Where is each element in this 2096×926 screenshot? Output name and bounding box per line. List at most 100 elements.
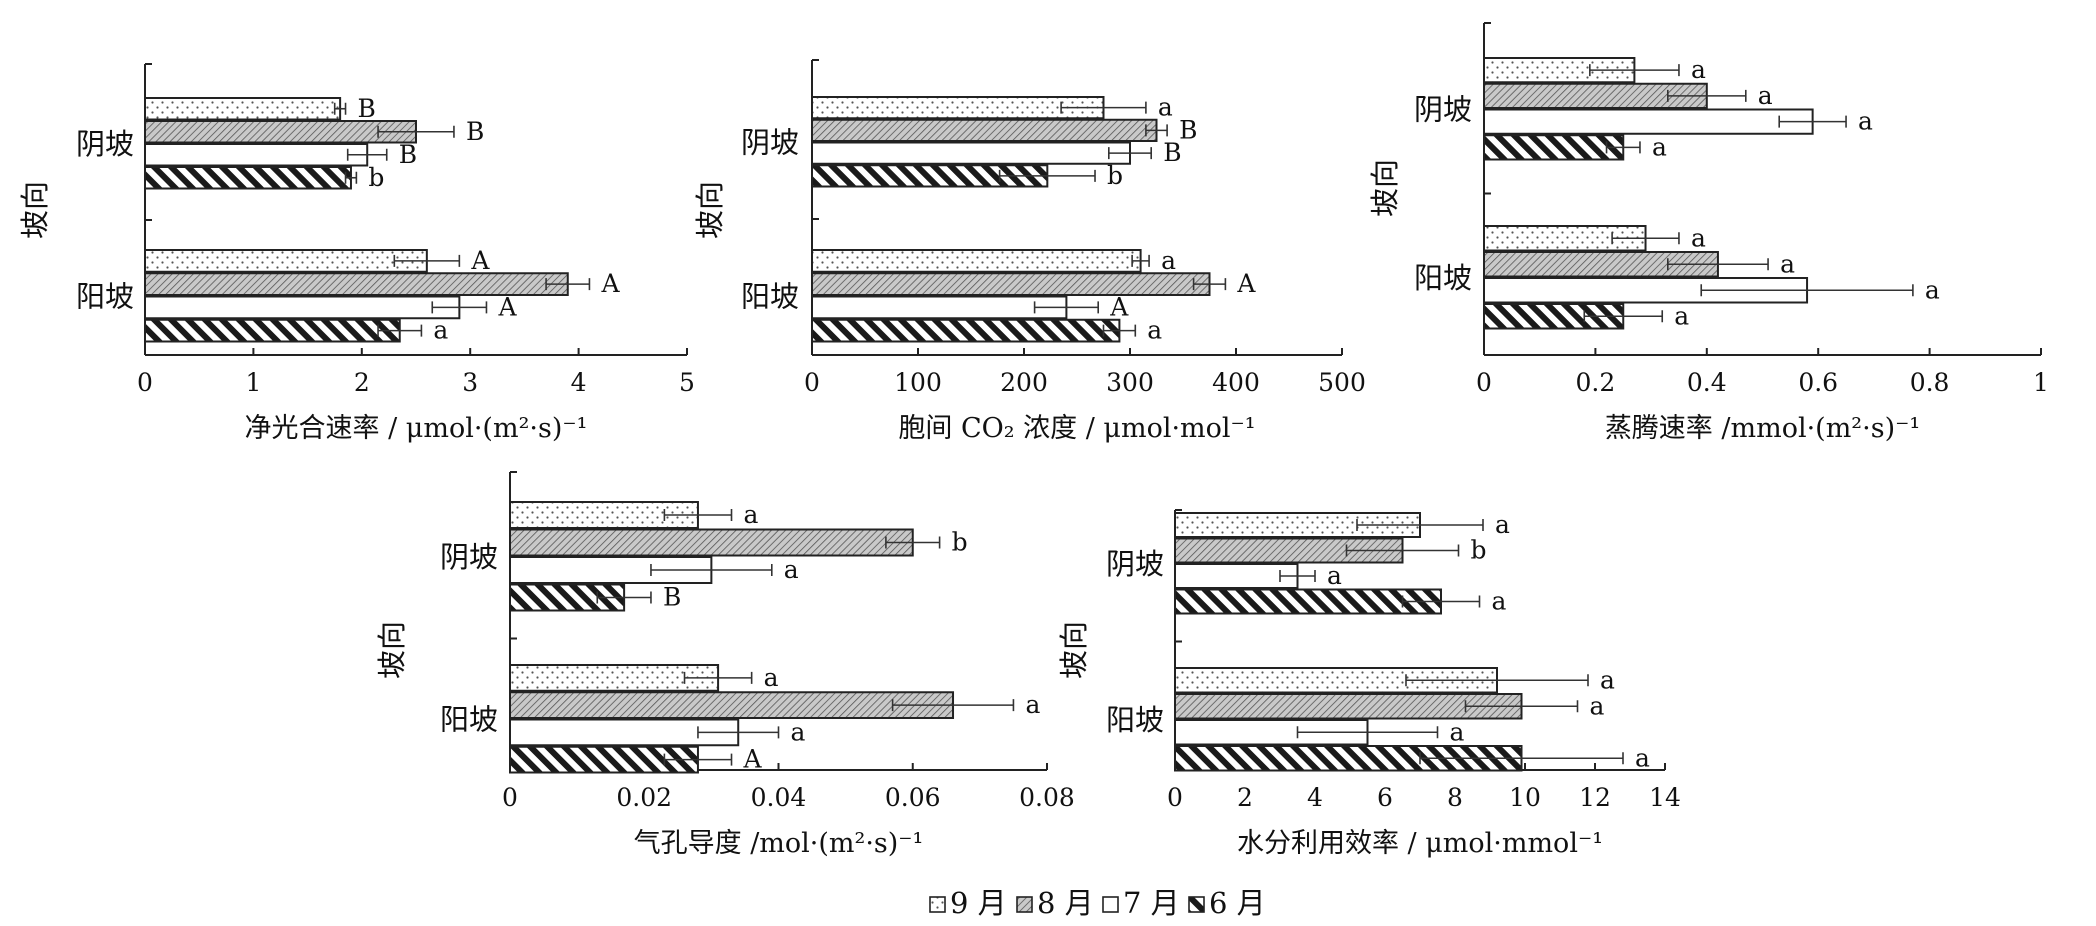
y-axis-label: 坡向 bbox=[1057, 621, 1091, 679]
x-tick-label: 4 bbox=[571, 368, 587, 397]
x-tick-label: 0.06 bbox=[885, 783, 941, 812]
significance-label: a bbox=[1691, 55, 1706, 84]
significance-label: B bbox=[1179, 115, 1197, 144]
significance-label: B bbox=[466, 117, 484, 146]
significance-label: b bbox=[1471, 536, 1487, 565]
significance-label: a bbox=[791, 717, 806, 746]
bar-jun bbox=[144, 318, 401, 343]
bar-aug bbox=[144, 120, 417, 144]
x-tick-label: 300 bbox=[1106, 368, 1154, 397]
x-axis-label: 蒸腾速率 /mmol·(m²·s)⁻¹ bbox=[1605, 413, 1920, 444]
significance-label: A bbox=[600, 269, 620, 298]
category-label: 阴坡 bbox=[1106, 547, 1164, 581]
legend-swatch-jun bbox=[1188, 896, 1205, 913]
x-tick-label: 200 bbox=[1000, 368, 1048, 397]
category-label: 阳坡 bbox=[76, 280, 134, 314]
x-axis-label: 胞间 CO₂ 浓度 / μmol·mol⁻¹ bbox=[898, 413, 1255, 444]
x-tick-label: 0 bbox=[804, 368, 820, 397]
significance-label: a bbox=[1600, 665, 1615, 694]
legend-label-aug: 8 月 bbox=[1037, 886, 1094, 920]
significance-label: a bbox=[784, 555, 799, 584]
bar-aug bbox=[811, 272, 1211, 296]
significance-label: a bbox=[1590, 691, 1605, 720]
significance-label: a bbox=[1691, 223, 1706, 252]
significance-label: A bbox=[497, 292, 517, 321]
x-tick-label: 12 bbox=[1579, 783, 1611, 812]
x-tick-label: 500 bbox=[1318, 368, 1366, 397]
significance-label: a bbox=[1161, 246, 1176, 275]
significance-label: B bbox=[663, 583, 681, 612]
y-axis-label: 坡向 bbox=[375, 621, 409, 679]
x-axis-label: 水分利用效率 / μmol·mmol⁻¹ bbox=[1237, 828, 1603, 859]
significance-label: b bbox=[368, 163, 384, 192]
bar-jun bbox=[811, 318, 1121, 343]
bar-sep bbox=[509, 501, 699, 529]
bar-sep bbox=[144, 97, 342, 121]
x-tick-label: 6 bbox=[1377, 783, 1393, 812]
bar-aug bbox=[1174, 693, 1523, 720]
x-tick-label: 3 bbox=[462, 368, 478, 397]
x-tick-label: 0 bbox=[502, 783, 518, 812]
x-tick-label: 0 bbox=[1167, 783, 1183, 812]
significance-label: a bbox=[1635, 743, 1650, 772]
category-label: 阳坡 bbox=[1106, 703, 1164, 737]
bar-jul bbox=[1174, 563, 1299, 589]
significance-label: a bbox=[1652, 132, 1667, 161]
bar-sep bbox=[144, 249, 428, 273]
significance-label: a bbox=[1858, 107, 1873, 136]
x-axis-label: 气孔导度 /mol·(m²·s)⁻¹ bbox=[634, 828, 924, 859]
significance-label: B bbox=[1163, 138, 1181, 167]
bar-aug bbox=[509, 691, 955, 719]
significance-label: a bbox=[1327, 561, 1342, 590]
x-tick-label: 2 bbox=[1237, 783, 1253, 812]
significance-label: a bbox=[1158, 93, 1173, 122]
x-tick-label: 0.04 bbox=[751, 783, 807, 812]
bar-jul bbox=[811, 141, 1131, 165]
x-tick-label: 0 bbox=[137, 368, 153, 397]
significance-label: a bbox=[1147, 316, 1162, 345]
bar-jun bbox=[1174, 588, 1442, 615]
significance-label: a bbox=[1758, 81, 1773, 110]
significance-label: b bbox=[952, 528, 968, 557]
category-label: 阴坡 bbox=[741, 126, 799, 160]
y-axis-label: 坡向 bbox=[18, 181, 52, 239]
category-label: 阴坡 bbox=[440, 540, 498, 574]
bar-aug bbox=[509, 528, 914, 557]
significance-label: A bbox=[1236, 269, 1256, 298]
bar-sep bbox=[811, 249, 1142, 273]
x-tick-label: 10 bbox=[1509, 783, 1541, 812]
legend-label-jun: 6 月 bbox=[1209, 886, 1266, 920]
significance-label: A bbox=[470, 246, 490, 275]
chart-panel-4: 0 0.02 0.04 0.06 0.08 气孔导度 /mol·(m²·s)⁻¹ 坡向 阴坡 a… bbox=[375, 471, 1075, 859]
significance-label: a bbox=[433, 316, 448, 345]
x-tick-label: 0.4 bbox=[1687, 368, 1727, 397]
y-axis-label: 坡向 bbox=[1368, 159, 1402, 217]
category-label: 阳坡 bbox=[440, 703, 498, 737]
significance-label: B bbox=[399, 140, 417, 169]
x-tick-label: 1 bbox=[245, 368, 261, 397]
legend-swatch-jul bbox=[1102, 896, 1119, 913]
bar-jun bbox=[1483, 134, 1625, 161]
legend-label-sep: 9 月 bbox=[950, 886, 1007, 920]
category-label: 阴坡 bbox=[76, 127, 134, 161]
significance-label: A bbox=[743, 745, 763, 774]
legend-label-jul: 7 月 bbox=[1123, 886, 1180, 920]
bar-jul bbox=[144, 295, 461, 320]
significance-label: A bbox=[1109, 292, 1129, 321]
y-axis-label: 坡向 bbox=[693, 181, 727, 239]
x-tick-label: 0.08 bbox=[1019, 783, 1075, 812]
significance-label: a bbox=[1495, 510, 1510, 539]
x-tick-label: 0.02 bbox=[616, 783, 672, 812]
significance-label: a bbox=[1780, 249, 1795, 278]
bar-aug bbox=[811, 118, 1158, 142]
category-label: 阳坡 bbox=[1414, 261, 1472, 295]
significance-label: B bbox=[358, 94, 376, 123]
significance-label: a bbox=[1450, 717, 1465, 746]
x-tick-label: 4 bbox=[1307, 783, 1323, 812]
x-tick-label: 0.2 bbox=[1576, 368, 1616, 397]
x-axis-label: 净光合速率 / μmol·(m²·s)⁻¹ bbox=[245, 413, 588, 444]
legend: 9 月 8 月 7 月 6 月 bbox=[929, 886, 1266, 920]
legend-swatch-sep bbox=[929, 896, 946, 913]
